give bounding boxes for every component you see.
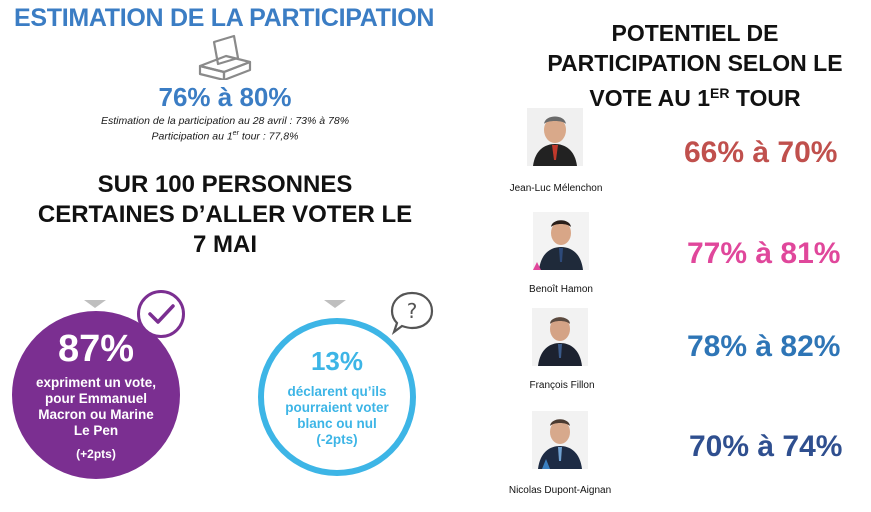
ballot-box-icon [198, 34, 252, 80]
blank-stat-pct: 13% [310, 346, 364, 376]
estimation-note: Estimation de la participation au 28 avr… [100, 115, 350, 127]
dupont-aignan-portrait [532, 411, 588, 469]
candidate-name: Jean-Luc Mélenchon [509, 183, 603, 194]
candidate-name: Benoît Hamon [529, 284, 593, 295]
participation-title: ESTIMATION DE LA PARTICIPATION [14, 4, 435, 32]
vote-stat-pct: 87% [57, 328, 135, 370]
candidate-range: 77% à 81% [687, 237, 841, 270]
headline: SUR 100 PERSONNES CERTAINES D’ALLER VOTE… [37, 171, 413, 258]
hamon-portrait [533, 212, 589, 270]
svg-text:?: ? [407, 299, 418, 323]
candidate-range: 78% à 82% [687, 330, 841, 363]
vote-stat-desc: expriment un vote, pour Emmanuel Macron … [35, 375, 157, 438]
blank-stat-desc: déclarent qu’ils pourraient voter blanc … [285, 384, 389, 447]
vote-stat-circle: 87% expriment un vote, pour Emmanuel Mac… [12, 311, 180, 479]
chevron-down-icon [84, 300, 106, 308]
chevron-down-icon [324, 300, 346, 308]
candidate-name: François Fillon [529, 380, 595, 391]
participation-range: 76% à 80% [158, 82, 292, 112]
candidate-range: 70% à 74% [689, 430, 843, 463]
candidate-name: Nicolas Dupont-Aignan [508, 485, 612, 496]
question-bubble-icon: ? [390, 291, 434, 335]
candidate-range: 66% à 70% [684, 136, 838, 169]
melenchon-portrait [527, 108, 583, 166]
blank-stat-circle: 13% déclarent qu’ils pourraient voter bl… [258, 318, 416, 476]
first-round-note: Participation au 1er tour : 77,8% [151, 130, 299, 143]
potential-title: POTENTIEL DE PARTICIPATION SELON LE VOTE… [547, 20, 843, 111]
vote-stat-change: (+2pts) [76, 447, 116, 461]
fillon-portrait [532, 308, 588, 366]
checkmark-icon [137, 290, 185, 338]
